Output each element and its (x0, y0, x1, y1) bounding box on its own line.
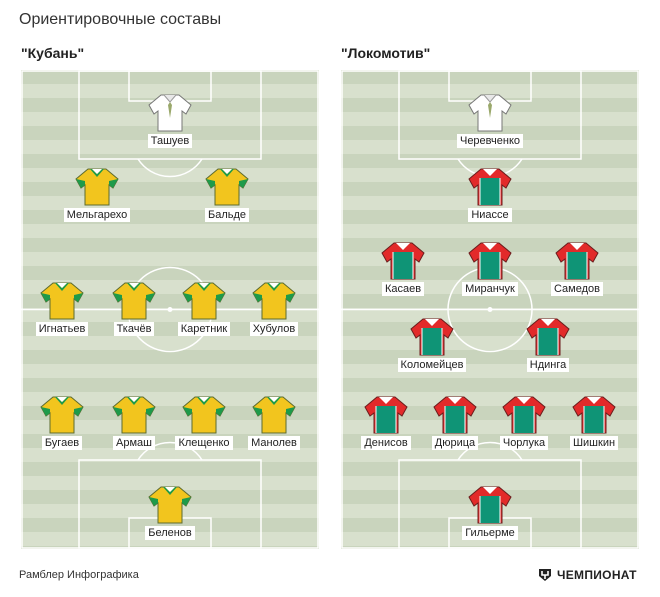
team-name-kuban: "Кубань" (21, 45, 85, 61)
lokomotiv-shirt-icon (433, 396, 477, 434)
player-card: Черевченко (440, 92, 540, 152)
player-card: Игнатьев (21, 280, 112, 340)
kuban-shirt-icon (40, 282, 84, 320)
player-card: Ташуев (120, 92, 220, 152)
player-name: Хубулов (224, 322, 319, 336)
player-card: Дюрица (405, 394, 505, 454)
player-name: Бугаев (21, 436, 112, 450)
lokomotiv-shirt-icon (381, 242, 425, 280)
player-card: Коломейцев (382, 316, 482, 376)
kuban-shirt-icon (182, 282, 226, 320)
lokomotiv-shirt-icon (468, 168, 512, 206)
kuban-shirt-icon (148, 486, 192, 524)
player-card: Ниассе (440, 166, 540, 226)
kuban-shirt-icon (112, 396, 156, 434)
player-name: Миранчук (440, 282, 540, 296)
player-name: Дюрица (405, 436, 505, 450)
player-card: Ндинга (498, 316, 598, 376)
lokomotiv-shirt-icon (468, 242, 512, 280)
player-card: Миранчук (440, 240, 540, 300)
lokomotiv-shirt-icon (572, 396, 616, 434)
lokomotiv-shirt-icon (364, 396, 408, 434)
player-card: Чорлука (474, 394, 574, 454)
player-card: Ткачёв (84, 280, 184, 340)
lokomotiv-shirt-icon (555, 242, 599, 280)
player-card: Шишкин (544, 394, 639, 454)
lokomotiv-shirt-icon (526, 318, 570, 356)
player-card: Манолев (224, 394, 319, 454)
player-card: Бальде (177, 166, 277, 226)
player-name: Игнатьев (21, 322, 112, 336)
player-name: Коломейцев (382, 358, 482, 372)
player-card: Касаев (353, 240, 453, 300)
kuban-shirt-icon (40, 396, 84, 434)
player-name: Каретник (154, 322, 254, 336)
player-name: Беленов (120, 526, 220, 540)
player-card: Беленов (120, 484, 220, 544)
player-card: Каретник (154, 280, 254, 340)
kuban-shirt-icon (252, 396, 296, 434)
kuban-shirt-icon (112, 282, 156, 320)
brand-logo[interactable]: ЧЕМПИОНАТ (537, 566, 637, 584)
brand-name: ЧЕМПИОНАТ (557, 568, 637, 582)
player-name: Гильерме (440, 526, 540, 540)
player-name: Ниассе (440, 208, 540, 222)
kuban-shirt-icon (205, 168, 249, 206)
player-name: Клещенко (154, 436, 254, 450)
player-card: Хубулов (224, 280, 319, 340)
player-card: Самедов (527, 240, 627, 300)
player-name: Манолев (224, 436, 319, 450)
player-name: Бальде (177, 208, 277, 222)
page-title: Ориентировочные составы (19, 11, 222, 28)
championat-logo-icon (539, 569, 551, 581)
player-name: Самедов (527, 282, 627, 296)
player-name: Шишкин (544, 436, 639, 450)
player-name: Черевченко (440, 134, 540, 148)
player-name: Чорлука (474, 436, 574, 450)
kuban-shirt-icon (182, 396, 226, 434)
player-name: Армаш (84, 436, 184, 450)
player-card: Мельгарехо (47, 166, 147, 226)
player-card: Клещенко (154, 394, 254, 454)
goalkeeper-shirt-icon (468, 94, 512, 132)
field-lokomotiv: Черевченко Ниассе Касаев Миранчук Самедов Кол… (341, 70, 639, 549)
footer-credit: Рамблер Инфографика (19, 569, 139, 581)
player-card: Бугаев (21, 394, 112, 454)
player-card: Гильерме (440, 484, 540, 544)
player-name: Ткачёв (84, 322, 184, 336)
team-name-lokomotiv: "Локомотив" (341, 45, 431, 61)
player-card: Денисов (341, 394, 436, 454)
player-card: Армаш (84, 394, 184, 454)
lokomotiv-shirt-icon (410, 318, 454, 356)
player-name: Мельгарехо (47, 208, 147, 222)
lokomotiv-shirt-icon (502, 396, 546, 434)
player-name: Касаев (353, 282, 453, 296)
player-name: Денисов (341, 436, 436, 450)
player-name: Ндинга (498, 358, 598, 372)
lokomotiv-shirt-icon (468, 486, 512, 524)
field-kuban: Ташуев Мельгарехо Бальде Игнатьев Ткачёв Каре… (21, 70, 319, 549)
goalkeeper-shirt-icon (148, 94, 192, 132)
player-name: Ташуев (120, 134, 220, 148)
kuban-shirt-icon (252, 282, 296, 320)
kuban-shirt-icon (75, 168, 119, 206)
